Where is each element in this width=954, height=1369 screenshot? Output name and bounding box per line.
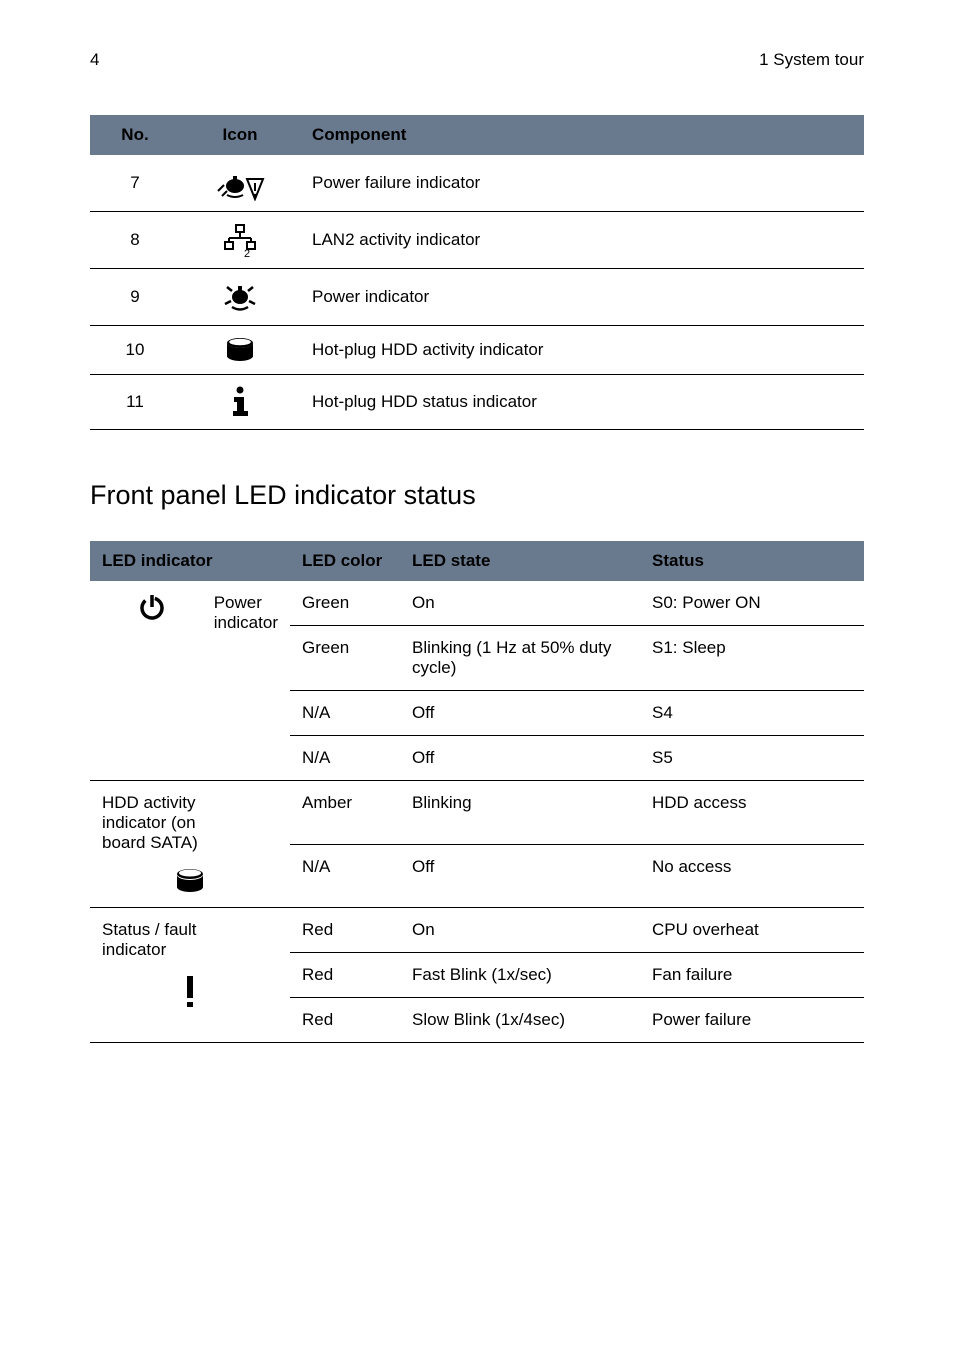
indicator-label: indicator (on: [102, 813, 278, 833]
cell-status: HDD access: [640, 781, 864, 845]
cell-status: S5: [640, 736, 864, 781]
table-row: 10 Hot-plug HDD activity indicator: [90, 326, 864, 375]
power-standby-icon: [138, 593, 166, 621]
cell-status: CPU overheat: [640, 908, 864, 953]
indicator-label: Power: [214, 593, 278, 613]
hdd-icon: [173, 867, 207, 895]
cell-component: Hot-plug HDD activity indicator: [300, 326, 864, 375]
cell-color: N/A: [290, 736, 400, 781]
th-no: No.: [90, 115, 180, 155]
hdd-icon: [223, 336, 257, 364]
cell-icon: [180, 326, 300, 375]
cell-color: N/A: [290, 691, 400, 736]
cell-component: Hot-plug HDD status indicator: [300, 375, 864, 430]
cell-no: 11: [90, 375, 180, 430]
page-header: 4 1 System tour: [90, 50, 864, 70]
cell-component: Power indicator: [300, 269, 864, 326]
cell-color: Red: [290, 998, 400, 1043]
cell-state: Fast Blink (1x/sec): [400, 953, 640, 998]
cell-color: Red: [290, 908, 400, 953]
chapter-title: 1 System tour: [759, 50, 864, 70]
cell-status: No access: [640, 844, 864, 908]
table-row: Power indicator Green On S0: Power ON: [90, 581, 864, 626]
cell-status: S4: [640, 691, 864, 736]
cell-state: Off: [400, 736, 640, 781]
indicator-label: indicator: [102, 940, 278, 960]
th-status: Status: [640, 541, 864, 581]
table-row: Status / fault indicator Red On CPU over…: [90, 908, 864, 953]
cell-state: Blinking (1 Hz at 50% duty cycle): [400, 626, 640, 691]
th-component: Component: [300, 115, 864, 155]
cell-state: On: [400, 581, 640, 626]
cell-component: Power failure indicator: [300, 155, 864, 212]
cell-state: Slow Blink (1x/4sec): [400, 998, 640, 1043]
th-indicator: LED indicator: [90, 541, 290, 581]
cell-color: N/A: [290, 844, 400, 908]
cell-status: S0: Power ON: [640, 581, 864, 626]
th-state: LED state: [400, 541, 640, 581]
indicator-label: HDD activity: [102, 793, 278, 813]
cell-state: Off: [400, 691, 640, 736]
section-title: Front panel LED indicator status: [90, 480, 864, 511]
cell-state: Off: [400, 844, 640, 908]
cell-no: 8: [90, 212, 180, 269]
cell-component: LAN2 activity indicator: [300, 212, 864, 269]
cell-icon: 2: [180, 212, 300, 269]
cell-no: 7: [90, 155, 180, 212]
cell-state: On: [400, 908, 640, 953]
svg-text:2: 2: [244, 248, 250, 258]
cell-color: Amber: [290, 781, 400, 845]
cell-icon: [180, 155, 300, 212]
indicator-label: board SATA): [102, 833, 278, 853]
led-status-table: LED indicator LED color LED state Status…: [90, 541, 864, 1043]
indicator-label: indicator: [214, 613, 278, 633]
cell-color: Green: [290, 626, 400, 691]
table-row: 7 Power failure indicator: [90, 155, 864, 212]
power-failure-icon: [215, 165, 265, 201]
info-icon: [230, 385, 250, 419]
page-number: 4: [90, 50, 99, 70]
table-row: 8 2 LAN2 activity indicator: [90, 212, 864, 269]
th-color: LED color: [290, 541, 400, 581]
cell-icon: [180, 375, 300, 430]
cell-state: Blinking: [400, 781, 640, 845]
exclaim-icon: [183, 974, 197, 1008]
cell-color: Green: [290, 581, 400, 626]
power-icon: [222, 279, 258, 315]
indicator-label: Status / fault: [102, 920, 278, 940]
cell-no: 10: [90, 326, 180, 375]
cell-color: Red: [290, 953, 400, 998]
table-row: HDD activity indicator (on board SATA) A…: [90, 781, 864, 845]
th-icon: Icon: [180, 115, 300, 155]
cell-status: Power failure: [640, 998, 864, 1043]
table-row: 11 Hot-plug HDD status indicator: [90, 375, 864, 430]
cell-no: 9: [90, 269, 180, 326]
components-table: No. Icon Component 7: [90, 115, 864, 430]
lan2-icon: 2: [222, 222, 258, 258]
table-row: 9 Power indicator: [90, 269, 864, 326]
cell-icon: [180, 269, 300, 326]
cell-status: Fan failure: [640, 953, 864, 998]
cell-status: S1: Sleep: [640, 626, 864, 691]
